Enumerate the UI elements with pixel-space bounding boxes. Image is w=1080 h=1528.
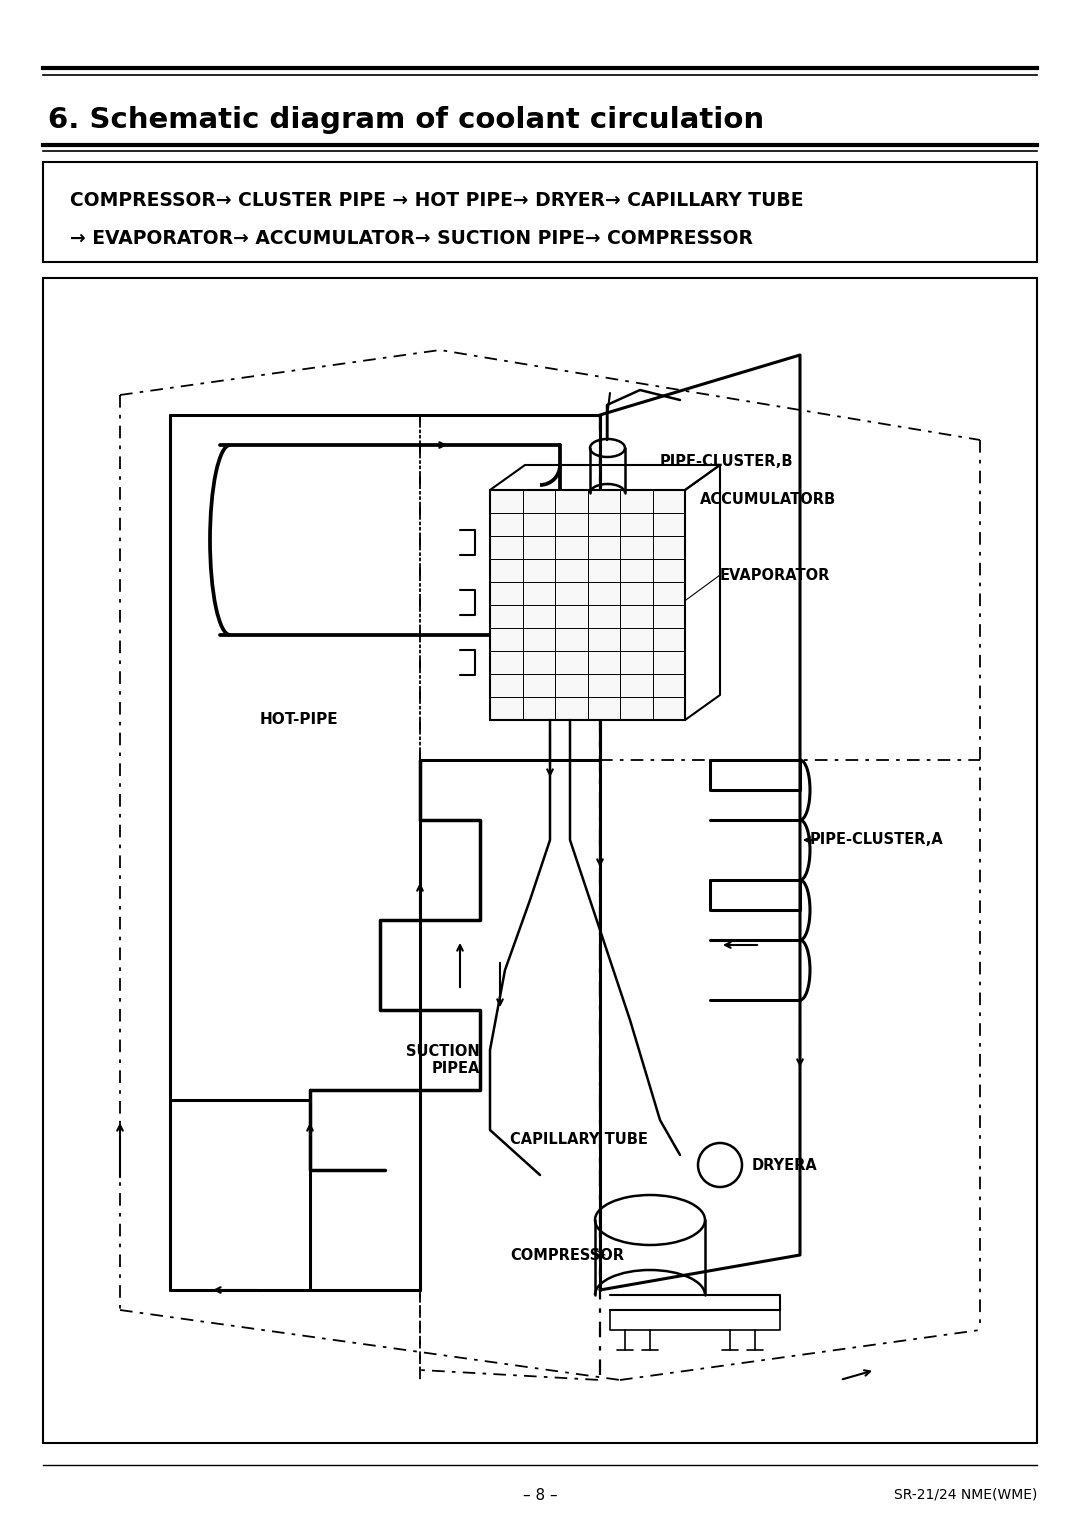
Text: DRYERA: DRYERA [752,1158,818,1172]
Text: SR-21/24 NME(WME): SR-21/24 NME(WME) [893,1488,1037,1502]
Bar [43,278,1037,1442]
Text: → EVAPORATOR→ ACCUMULATOR→ SUCTION PIPE→ COMPRESSOR: → EVAPORATOR→ ACCUMULATOR→ SUCTION PIPE→… [70,229,753,248]
Text: PIPE-CLUSTER,B: PIPE-CLUSTER,B [660,454,794,469]
Text: HOT-PIPE: HOT-PIPE [260,712,339,727]
Text: PIPE-CLUSTER,A: PIPE-CLUSTER,A [810,833,944,848]
Text: COMPRESSOR: COMPRESSOR [510,1247,624,1262]
Text: 6. Schematic diagram of coolant circulation: 6. Schematic diagram of coolant circulat… [48,105,765,134]
Text: SUCTION
PIPEA: SUCTION PIPEA [406,1044,480,1076]
Bar [490,490,685,720]
Text: ACCUMULATORB: ACCUMULATORB [700,492,836,507]
Text: – 8 –: – 8 – [523,1487,557,1502]
Text: CAPILLARY TUBE: CAPILLARY TUBE [510,1132,648,1148]
Text: COMPRESSOR→ CLUSTER PIPE → HOT PIPE→ DRYER→ CAPILLARY TUBE: COMPRESSOR→ CLUSTER PIPE → HOT PIPE→ DRY… [70,191,804,209]
Bar [43,162,1037,261]
Text: EVAPORATOR: EVAPORATOR [720,567,831,582]
